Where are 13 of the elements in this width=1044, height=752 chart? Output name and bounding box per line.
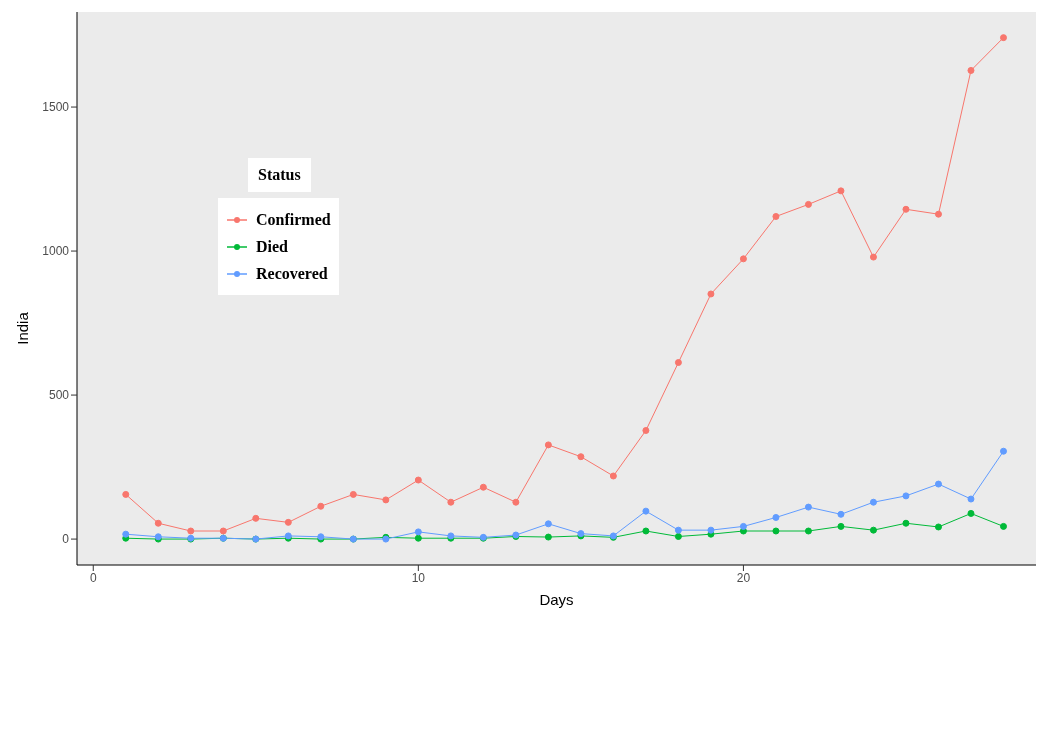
legend-title: Status bbox=[248, 158, 311, 192]
y-tick-label: 1500 bbox=[42, 100, 70, 115]
x-tick-label: 0 bbox=[89, 570, 97, 585]
x-tick-label: 20 bbox=[736, 570, 751, 585]
legend-label: Died bbox=[256, 237, 288, 256]
y-tick-label: 500 bbox=[48, 388, 70, 403]
y-axis-title: India bbox=[13, 311, 31, 345]
x-axis-title: Days bbox=[539, 591, 574, 608]
y-tick-label: 0 bbox=[62, 532, 70, 547]
legend-label: Confirmed bbox=[256, 210, 331, 229]
legend-label: Recovered bbox=[256, 264, 328, 283]
y-tick-label: 1000 bbox=[42, 244, 70, 259]
x-tick-label: 10 bbox=[411, 570, 426, 585]
